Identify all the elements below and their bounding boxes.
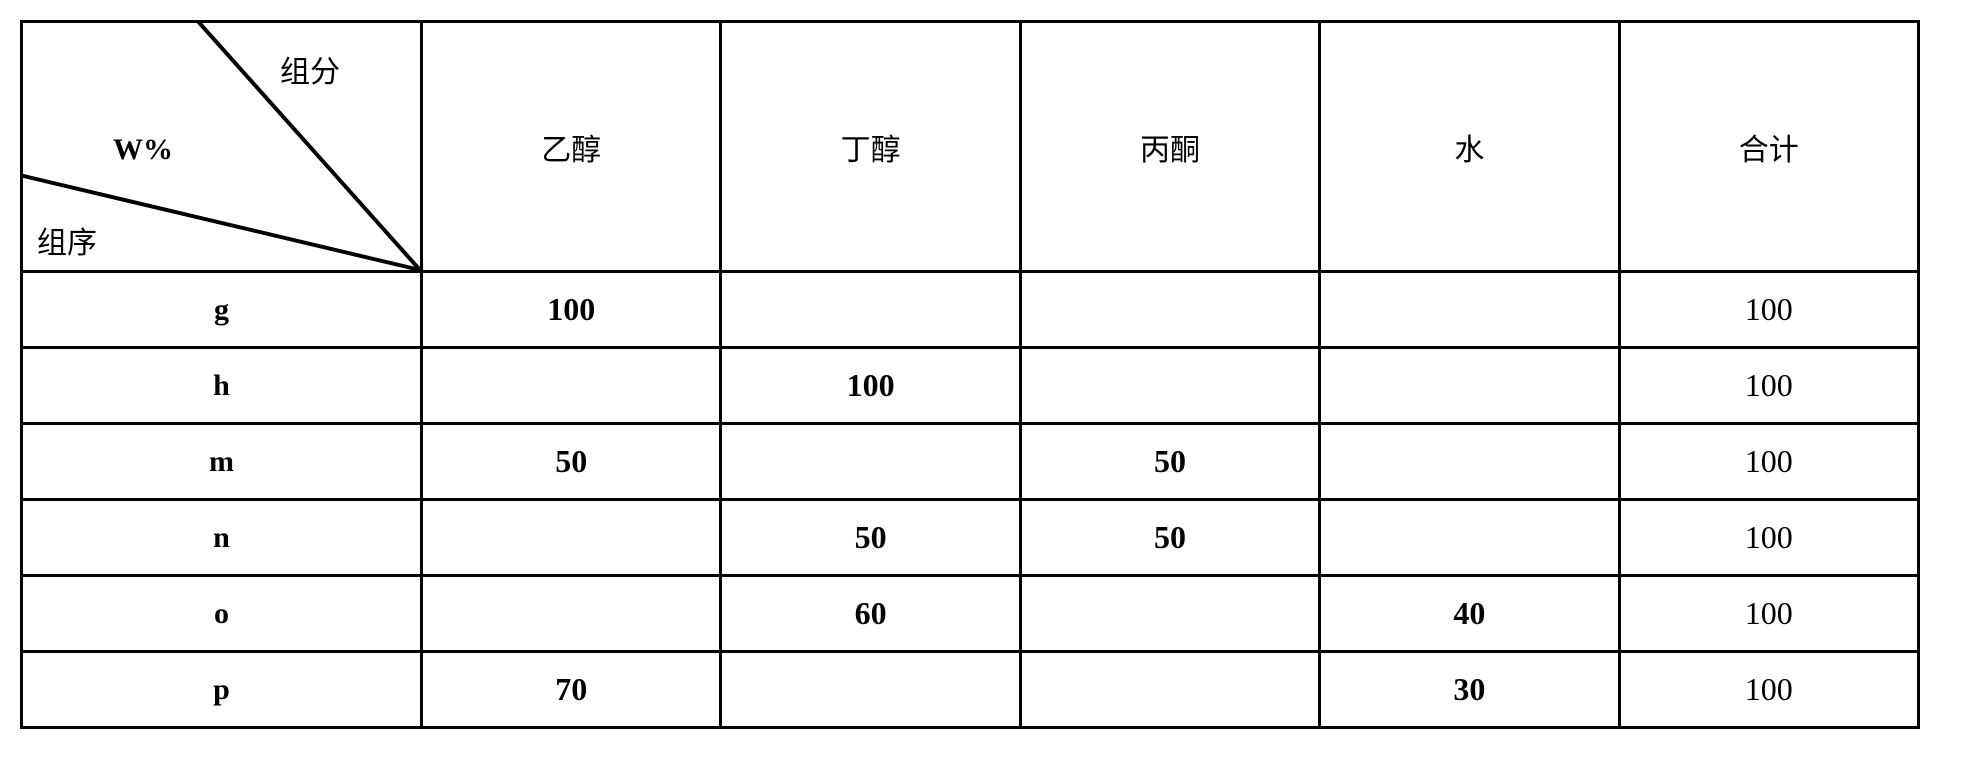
cell-total: 100 — [1619, 272, 1918, 348]
cell — [1020, 576, 1319, 652]
col-butanol: 丁醇 — [721, 22, 1020, 272]
cell — [422, 500, 721, 576]
table-row: p 70 30 100 — [22, 652, 1919, 728]
cell — [1320, 424, 1619, 500]
table-row: o 60 40 100 — [22, 576, 1919, 652]
cell — [721, 424, 1020, 500]
cell: 50 — [721, 500, 1020, 576]
cell — [721, 652, 1020, 728]
header-component-label: 组分 — [280, 47, 340, 91]
cell: 50 — [1020, 424, 1319, 500]
cell — [422, 576, 721, 652]
col-total: 合计 — [1619, 22, 1918, 272]
col-acetone: 丙酮 — [1020, 22, 1319, 272]
cell — [1320, 272, 1619, 348]
row-label: p — [22, 652, 422, 728]
col-water: 水 — [1320, 22, 1619, 272]
row-label: g — [22, 272, 422, 348]
composition-table: 组分 W% 组序 乙醇 丁醇 丙酮 水 合计 g 100 100 h — [20, 20, 1920, 729]
cell — [1020, 272, 1319, 348]
row-label: h — [22, 348, 422, 424]
cell — [1320, 500, 1619, 576]
row-label: o — [22, 576, 422, 652]
cell-total: 100 — [1619, 424, 1918, 500]
table-row: h 100 100 — [22, 348, 1919, 424]
cell-total: 100 — [1619, 348, 1918, 424]
cell: 40 — [1320, 576, 1619, 652]
col-ethanol: 乙醇 — [422, 22, 721, 272]
cell: 50 — [1020, 500, 1319, 576]
cell-total: 100 — [1619, 576, 1918, 652]
cell: 50 — [422, 424, 721, 500]
table-row: g 100 100 — [22, 272, 1919, 348]
cell: 100 — [721, 348, 1020, 424]
cell: 70 — [422, 652, 721, 728]
cell: 100 — [422, 272, 721, 348]
cell — [1020, 652, 1319, 728]
cell: 30 — [1320, 652, 1619, 728]
diagonal-header: 组分 W% 组序 — [22, 22, 422, 272]
header-row: 组分 W% 组序 乙醇 丁醇 丙酮 水 合计 — [22, 22, 1919, 272]
header-weight-pct-label: W% — [113, 133, 173, 167]
cell: 60 — [721, 576, 1020, 652]
cell — [721, 272, 1020, 348]
cell — [422, 348, 721, 424]
table-body: g 100 100 h 100 100 m 50 50 — [22, 272, 1919, 728]
table-row: n 50 50 100 — [22, 500, 1919, 576]
cell — [1020, 348, 1319, 424]
table-row: m 50 50 100 — [22, 424, 1919, 500]
header-group-order-label: 组序 — [37, 218, 97, 262]
row-label: n — [22, 500, 422, 576]
cell-total: 100 — [1619, 652, 1918, 728]
cell — [1320, 348, 1619, 424]
cell-total: 100 — [1619, 500, 1918, 576]
row-label: m — [22, 424, 422, 500]
